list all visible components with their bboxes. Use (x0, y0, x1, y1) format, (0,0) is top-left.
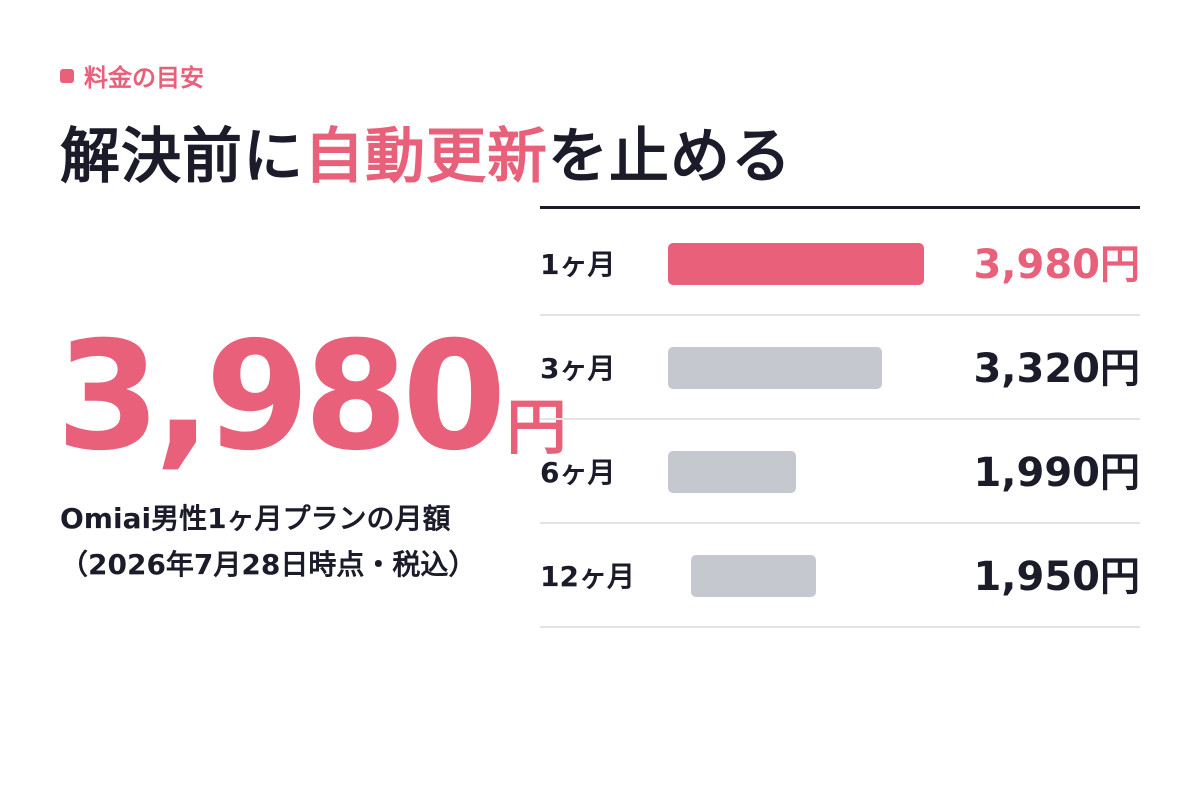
category-label: 1ヶ月 (540, 248, 615, 281)
category-label: 6ヶ月 (540, 456, 615, 489)
price-chart: 1ヶ月 3,980円 3ヶ月 3,320円 6ヶ月 1,990円 12ヶ月 1,950円 (540, 206, 1140, 628)
eyebrow-square-icon (60, 68, 74, 83)
row-divider (540, 522, 1140, 524)
eyebrow: 料金の目安 (60, 58, 204, 93)
bar (668, 243, 924, 285)
value-label: 3,320円 (973, 346, 1140, 392)
highlight-unit: 円 (506, 393, 567, 463)
category-label: 12ヶ月 (540, 560, 635, 593)
value-label: 1,950円 (973, 554, 1140, 600)
row-divider (540, 418, 1140, 420)
value-label: 3,980円 (973, 242, 1140, 288)
chart-top-rule (540, 206, 1140, 209)
headline-before: 解決前に (60, 122, 304, 192)
row-divider (540, 626, 1140, 628)
headline: 解決前に自動更新を止める (60, 108, 792, 195)
value-label: 1,990円 (973, 450, 1140, 496)
bar (691, 555, 816, 597)
row-divider (540, 314, 1140, 316)
price-chart-svg: 1ヶ月 3,980円 3ヶ月 3,320円 6ヶ月 1,990円 12ヶ月 1,950円 (540, 206, 1140, 628)
bar (668, 347, 882, 389)
eyebrow-label: 料金の目安 (84, 64, 204, 92)
category-label: 3ヶ月 (540, 352, 615, 385)
highlight-caption: Omiai男性1ヶ月プランの月額（2026年7月28日時点・税込） (60, 502, 477, 581)
headline-after: を止める (548, 122, 792, 192)
highlight-price: 3,980 円 (56, 322, 566, 472)
highlight-amount: 3,980 (56, 310, 506, 484)
bar (668, 451, 796, 493)
headline-highlight: 自動更新 (304, 122, 548, 192)
